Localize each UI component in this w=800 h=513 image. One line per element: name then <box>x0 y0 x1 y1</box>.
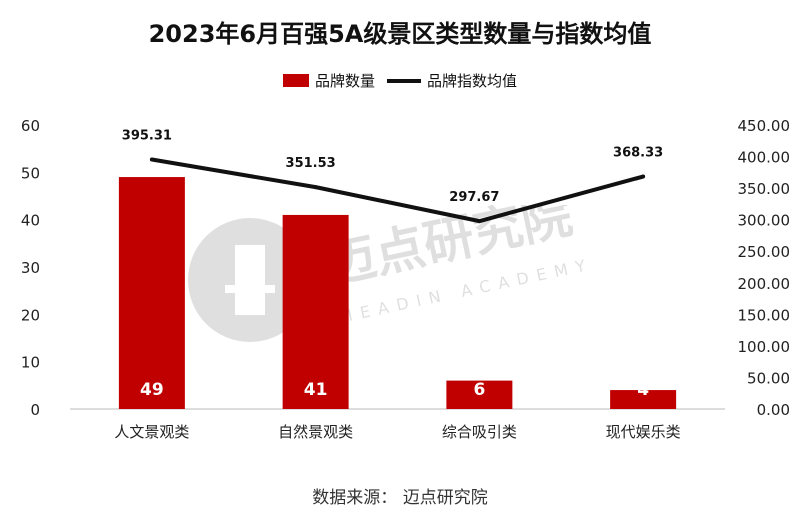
x-tick-label: 人文景观类 <box>114 423 189 441</box>
right-tick-label: 200.00 <box>738 275 791 293</box>
bar-value-label: 41 <box>304 380 328 400</box>
line-value-label: 368.33 <box>613 146 663 161</box>
left-tick-label: 0 <box>30 401 40 419</box>
right-tick-label: 350.00 <box>738 180 791 198</box>
line-series: 395.31 351.53 297.67 368.33 <box>122 129 663 224</box>
bar-value-label: 4 <box>637 380 649 400</box>
left-tick-label: 50 <box>21 164 40 182</box>
right-axis: 0.00 50.00 100.00 150.00 200.00 250.00 300.00 3… <box>738 117 791 419</box>
line-point <box>149 157 154 162</box>
x-axis-labels: 人文景观类 自然景观类 综合吸引类 现代娱乐类 <box>114 423 680 441</box>
left-tick-label: 20 <box>21 306 40 324</box>
x-tick-label: 综合吸引类 <box>442 423 517 441</box>
right-tick-label: 400.00 <box>738 149 791 167</box>
bar <box>610 390 677 409</box>
legend-item-line: 品牌指数均值 <box>387 70 517 91</box>
right-tick-label: 450.00 <box>738 117 791 135</box>
line-point <box>313 185 318 190</box>
chart-title: 2023年6月百强5A级景区类型数量与指数均值 <box>148 20 652 48</box>
bar <box>446 380 513 409</box>
left-tick-label: 60 <box>21 117 40 135</box>
right-tick-label: 50.00 <box>747 369 790 387</box>
legend-swatch-line <box>387 78 421 83</box>
bar-value-label: 6 <box>473 380 485 400</box>
legend-label-bar: 品牌数量 <box>314 72 375 90</box>
right-tick-label: 250.00 <box>738 243 791 261</box>
legend-label-line: 品牌指数均值 <box>427 72 518 90</box>
bar <box>282 214 349 409</box>
legend: 品牌数量 品牌指数均值 <box>0 70 800 91</box>
x-tick-label: 自然景观类 <box>278 423 353 441</box>
line-path <box>151 157 644 224</box>
line-value-label: 351.53 <box>286 156 336 171</box>
legend-swatch-bar <box>282 74 309 87</box>
right-tick-label: 0.00 <box>757 401 790 419</box>
legend-item-bar: 品牌数量 <box>282 70 375 91</box>
line-point <box>641 174 646 179</box>
right-tick-label: 150.00 <box>738 306 791 324</box>
left-tick-label: 40 <box>21 212 40 230</box>
line-point <box>477 219 482 224</box>
bar-value-label: 49 <box>140 380 164 400</box>
source-note: 数据来源： 迈点研究院 <box>312 488 488 508</box>
left-tick-label: 10 <box>21 354 40 372</box>
left-axis: 0 10 20 30 40 50 60 <box>21 117 40 419</box>
right-tick-label: 300.00 <box>738 212 791 230</box>
left-tick-label: 30 <box>21 259 40 277</box>
line-value-label: 297.67 <box>449 190 499 205</box>
x-tick-label: 现代娱乐类 <box>606 423 681 441</box>
bar <box>118 177 185 409</box>
right-tick-label: 100.00 <box>738 338 791 356</box>
line-value-label: 395.31 <box>122 129 172 144</box>
bar-series: 49 41 6 4 <box>118 177 677 409</box>
